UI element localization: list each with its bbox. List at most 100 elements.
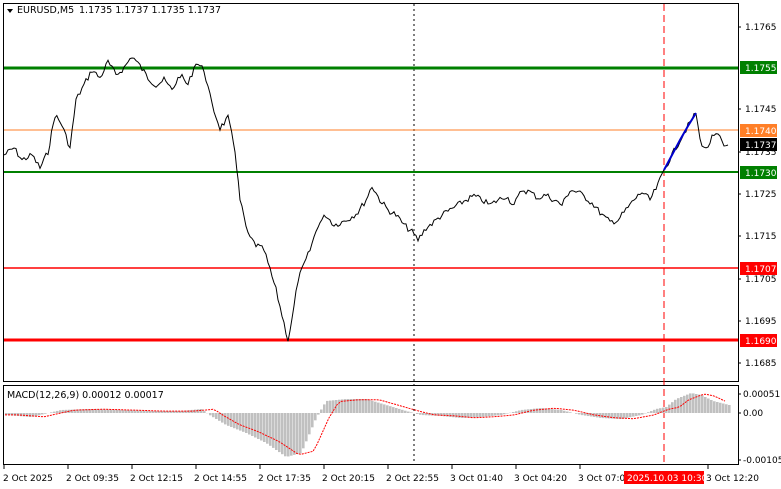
macd-histogram-bar bbox=[146, 410, 149, 413]
macd-histogram-bar bbox=[473, 413, 476, 418]
macd-histogram-bar bbox=[416, 413, 419, 414]
macd-histogram-bar bbox=[404, 410, 407, 413]
macd-histogram-bar bbox=[728, 405, 731, 413]
dropdown-triangle-icon[interactable] bbox=[7, 9, 13, 13]
macd-histogram-bar bbox=[683, 395, 686, 413]
macd-histogram-bar bbox=[455, 413, 458, 418]
level-badge-text: 1.1730 bbox=[745, 169, 777, 179]
main-chart-frame bbox=[3, 3, 739, 382]
macd-histogram-bar bbox=[26, 413, 29, 417]
macd-histogram-bar bbox=[581, 413, 584, 416]
macd-histogram-bar bbox=[278, 413, 281, 453]
price-axis-label: 1.1705 bbox=[745, 275, 777, 285]
macd-histogram-bar bbox=[521, 409, 524, 413]
macd-histogram-bar bbox=[467, 413, 470, 418]
macd-histogram-bar bbox=[332, 400, 335, 413]
level-badge-1740: 1.1740 bbox=[740, 124, 777, 137]
macd-histogram-bar bbox=[356, 399, 359, 413]
macd-axis-label: 0.00 bbox=[743, 409, 763, 419]
macd-histogram-bar bbox=[578, 413, 581, 415]
macd-histogram-bar bbox=[32, 413, 35, 417]
price-axis-label: 1.1745 bbox=[745, 105, 777, 115]
macd-histogram-bar bbox=[308, 413, 311, 435]
macd-histogram-bar bbox=[611, 413, 614, 419]
macd-histogram-bar bbox=[566, 411, 569, 413]
macd-histogram-bar bbox=[707, 398, 710, 413]
macd-histogram-bar bbox=[437, 413, 440, 416]
macd-histogram-bar bbox=[134, 410, 137, 413]
macd-histogram-bar bbox=[362, 399, 365, 413]
macd-histogram-bar bbox=[41, 413, 44, 415]
macd-histogram-bar bbox=[56, 410, 59, 413]
macd-histogram-bar bbox=[548, 408, 551, 413]
macd-histogram-bar bbox=[596, 413, 599, 418]
macd-histogram-bar bbox=[311, 413, 314, 428]
macd-histogram-bar bbox=[614, 413, 617, 419]
macd-histogram-bar bbox=[101, 409, 104, 413]
macd-histogram-bar bbox=[533, 408, 536, 413]
chart-header: EURUSD,M5 1.1735 1.1737 1.1735 1.1737 bbox=[7, 5, 221, 16]
level-badge-text: 1.1690 bbox=[745, 337, 777, 347]
last-price-badge: 1.1737 bbox=[740, 138, 777, 151]
time-axis-label: 2 Oct 12:15 bbox=[130, 474, 183, 484]
macd-histogram-bar bbox=[284, 413, 287, 457]
price-axis-label: 1.1725 bbox=[745, 190, 777, 200]
macd-histogram-bar bbox=[167, 411, 170, 413]
macd-histogram-bar bbox=[365, 399, 368, 413]
macd-histogram-bar bbox=[701, 395, 704, 413]
level-badge-1690: 1.1690 bbox=[740, 334, 777, 347]
time-axis-label: 3 Oct 07:00 bbox=[578, 474, 631, 484]
level-badge-1730: 1.1730 bbox=[740, 166, 777, 179]
macd-histogram-bar bbox=[221, 413, 224, 423]
macd-histogram-bar bbox=[176, 411, 179, 413]
macd-histogram-bar bbox=[80, 409, 83, 413]
macd-histogram-bar bbox=[563, 410, 566, 413]
macd-histogram-bar bbox=[188, 410, 191, 413]
time-axis-label: 3 Oct 01:40 bbox=[450, 474, 503, 484]
macd-histogram-bar bbox=[119, 409, 122, 413]
macd-histogram-bar bbox=[719, 402, 722, 413]
macd-histogram-bar bbox=[536, 408, 539, 413]
macd-histogram-bar bbox=[620, 413, 623, 419]
ohlc-values: 1.1735 1.1737 1.1735 1.1737 bbox=[79, 5, 221, 16]
price-axis: 1.1765 1.1745 1.1735 1.1725 1.1715 1.170… bbox=[738, 23, 777, 369]
macd-histogram-bar bbox=[647, 412, 650, 413]
macd-histogram-bar bbox=[179, 411, 182, 413]
macd-histogram-bar bbox=[269, 413, 272, 446]
time-axis-label: 2 Oct 22:55 bbox=[386, 474, 439, 484]
macd-title: MACD(12,26,9) 0.00012 0.00017 bbox=[7, 390, 164, 401]
macd-histogram-bar bbox=[695, 394, 698, 413]
time-axis: 2 Oct 2025 2 Oct 09:35 2 Oct 12:15 2 Oct… bbox=[3, 465, 759, 484]
macd-histogram-bar bbox=[602, 413, 605, 419]
macd-histogram-bar bbox=[272, 413, 275, 448]
macd-histogram-bar bbox=[635, 413, 638, 416]
macd-histogram-bar bbox=[260, 413, 263, 441]
macd-histogram-bar bbox=[83, 409, 86, 413]
macd-histogram-bar bbox=[11, 413, 14, 416]
macd-histogram-bar bbox=[716, 402, 719, 413]
level-badge-1707: 1.1707 bbox=[740, 262, 777, 275]
macd-histogram-bar bbox=[689, 393, 692, 413]
macd-histogram-bar bbox=[14, 413, 17, 416]
macd-histogram-bar bbox=[305, 413, 308, 442]
macd-histogram-bar bbox=[542, 408, 545, 413]
macd-histogram-bar bbox=[77, 409, 80, 413]
macd-histogram-bar bbox=[557, 409, 560, 413]
macd-histogram-bar bbox=[617, 413, 620, 419]
macd-histogram-bar bbox=[290, 413, 293, 456]
macd-histogram-bar bbox=[281, 413, 284, 455]
macd-histogram-bar bbox=[629, 413, 632, 418]
macd-histogram-bar bbox=[710, 400, 713, 413]
macd-histogram-bar bbox=[377, 402, 380, 413]
macd-histogram-bar bbox=[218, 413, 221, 421]
macd-histogram-bar bbox=[671, 402, 674, 413]
current-time-badge: 2025.10.03 10:30 bbox=[624, 471, 708, 484]
macd-histogram-bar bbox=[488, 413, 491, 417]
macd-histogram-bar bbox=[110, 409, 113, 413]
macd-histogram-bar bbox=[686, 394, 689, 413]
macd-histogram-bar bbox=[113, 409, 116, 413]
macd-histogram-bar bbox=[128, 410, 131, 413]
macd-histogram-bar bbox=[116, 409, 119, 413]
macd-histogram-bar bbox=[287, 413, 290, 457]
